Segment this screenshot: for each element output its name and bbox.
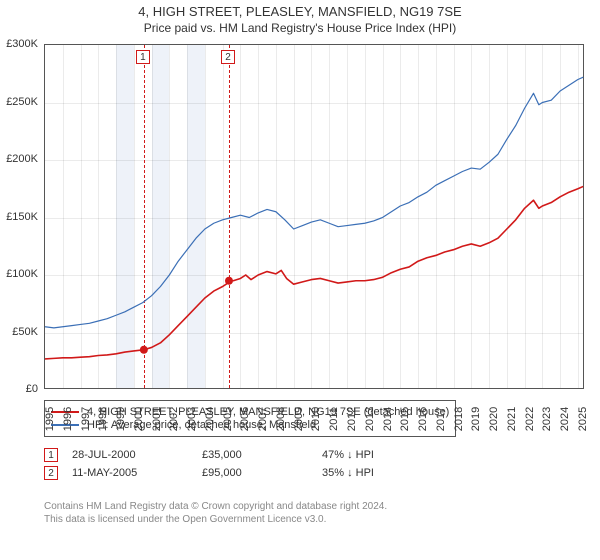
xtick-label: 1997 [80,407,92,431]
credit-line-1: Contains HM Land Registry data © Crown c… [44,500,387,513]
sale-marker-box: 1 [136,50,150,64]
transaction-delta: 35% ↓ HPI [322,467,442,479]
xtick-label: 2022 [524,407,536,431]
xtick-label: 2003 [186,407,198,431]
xtick-label: 2023 [541,407,553,431]
ytick-label: £50K [0,326,38,338]
xtick-label: 2007 [257,407,269,431]
plot-area [44,44,584,389]
xtick-label: 2005 [222,407,234,431]
ytick-label: £300K [0,38,38,50]
transaction-date: 11-MAY-2005 [72,467,202,479]
xtick-label: 2002 [168,407,180,431]
xtick-label: 2024 [559,407,571,431]
series-price_paid [45,186,583,359]
xtick-label: 2010 [310,407,322,431]
xtick-label: 2017 [435,407,447,431]
xtick-label: 2001 [151,407,163,431]
sale-dot [225,277,233,285]
sale-marker-box: 2 [221,50,235,64]
series-hpi [45,77,583,328]
ytick-label: £200K [0,153,38,165]
chart-title: 4, HIGH STREET, PLEASLEY, MANSFIELD, NG1… [0,4,600,19]
xtick-label: 2015 [399,407,411,431]
xtick-label: 2006 [239,407,251,431]
xtick-label: 2019 [470,407,482,431]
transaction-row: 2 11-MAY-2005£95,00035% ↓ HPI [44,466,442,480]
ytick-label: £100K [0,268,38,280]
xtick-label: 2016 [417,407,429,431]
xtick-label: 2020 [488,407,500,431]
transactions-table: 1 28-JUL-2000£35,00047% ↓ HPI 2 11-MAY-2005… [44,448,442,484]
transaction-marker: 1 [44,448,58,462]
xtick-label: 2000 [133,407,145,431]
sale-dot [140,346,148,354]
chart-container: { "title": "4, HIGH STREET, PLEASLEY, MA… [0,0,600,560]
chart-subtitle: Price paid vs. HM Land Registry's House … [0,21,600,35]
xtick-label: 2018 [453,407,465,431]
transaction-price: £35,000 [202,449,322,461]
ytick-label: £250K [0,96,38,108]
transaction-row: 1 28-JUL-2000£35,00047% ↓ HPI [44,448,442,462]
xtick-label: 2004 [204,407,216,431]
xtick-label: 1996 [62,407,74,431]
credit-text: Contains HM Land Registry data © Crown c… [44,500,387,526]
credit-line-2: This data is licensed under the Open Gov… [44,513,387,526]
transaction-date: 28-JUL-2000 [72,449,202,461]
xtick-label: 2008 [275,407,287,431]
xtick-label: 2011 [328,407,340,431]
xtick-label: 1998 [97,407,109,431]
transaction-price: £95,000 [202,467,322,479]
xtick-label: 2025 [577,407,589,431]
xtick-label: 2013 [364,407,376,431]
transaction-marker: 2 [44,466,58,480]
ytick-label: £150K [0,211,38,223]
transaction-delta: 47% ↓ HPI [322,449,442,461]
series-svg [45,45,585,390]
xtick-label: 2009 [293,407,305,431]
xtick-label: 1999 [115,407,127,431]
xtick-label: 2014 [382,407,394,431]
xtick-label: 2012 [346,407,358,431]
xtick-label: 2021 [506,407,518,431]
ytick-label: £0 [0,383,38,395]
title-block: 4, HIGH STREET, PLEASLEY, MANSFIELD, NG1… [0,0,600,35]
xtick-label: 1995 [44,407,56,431]
